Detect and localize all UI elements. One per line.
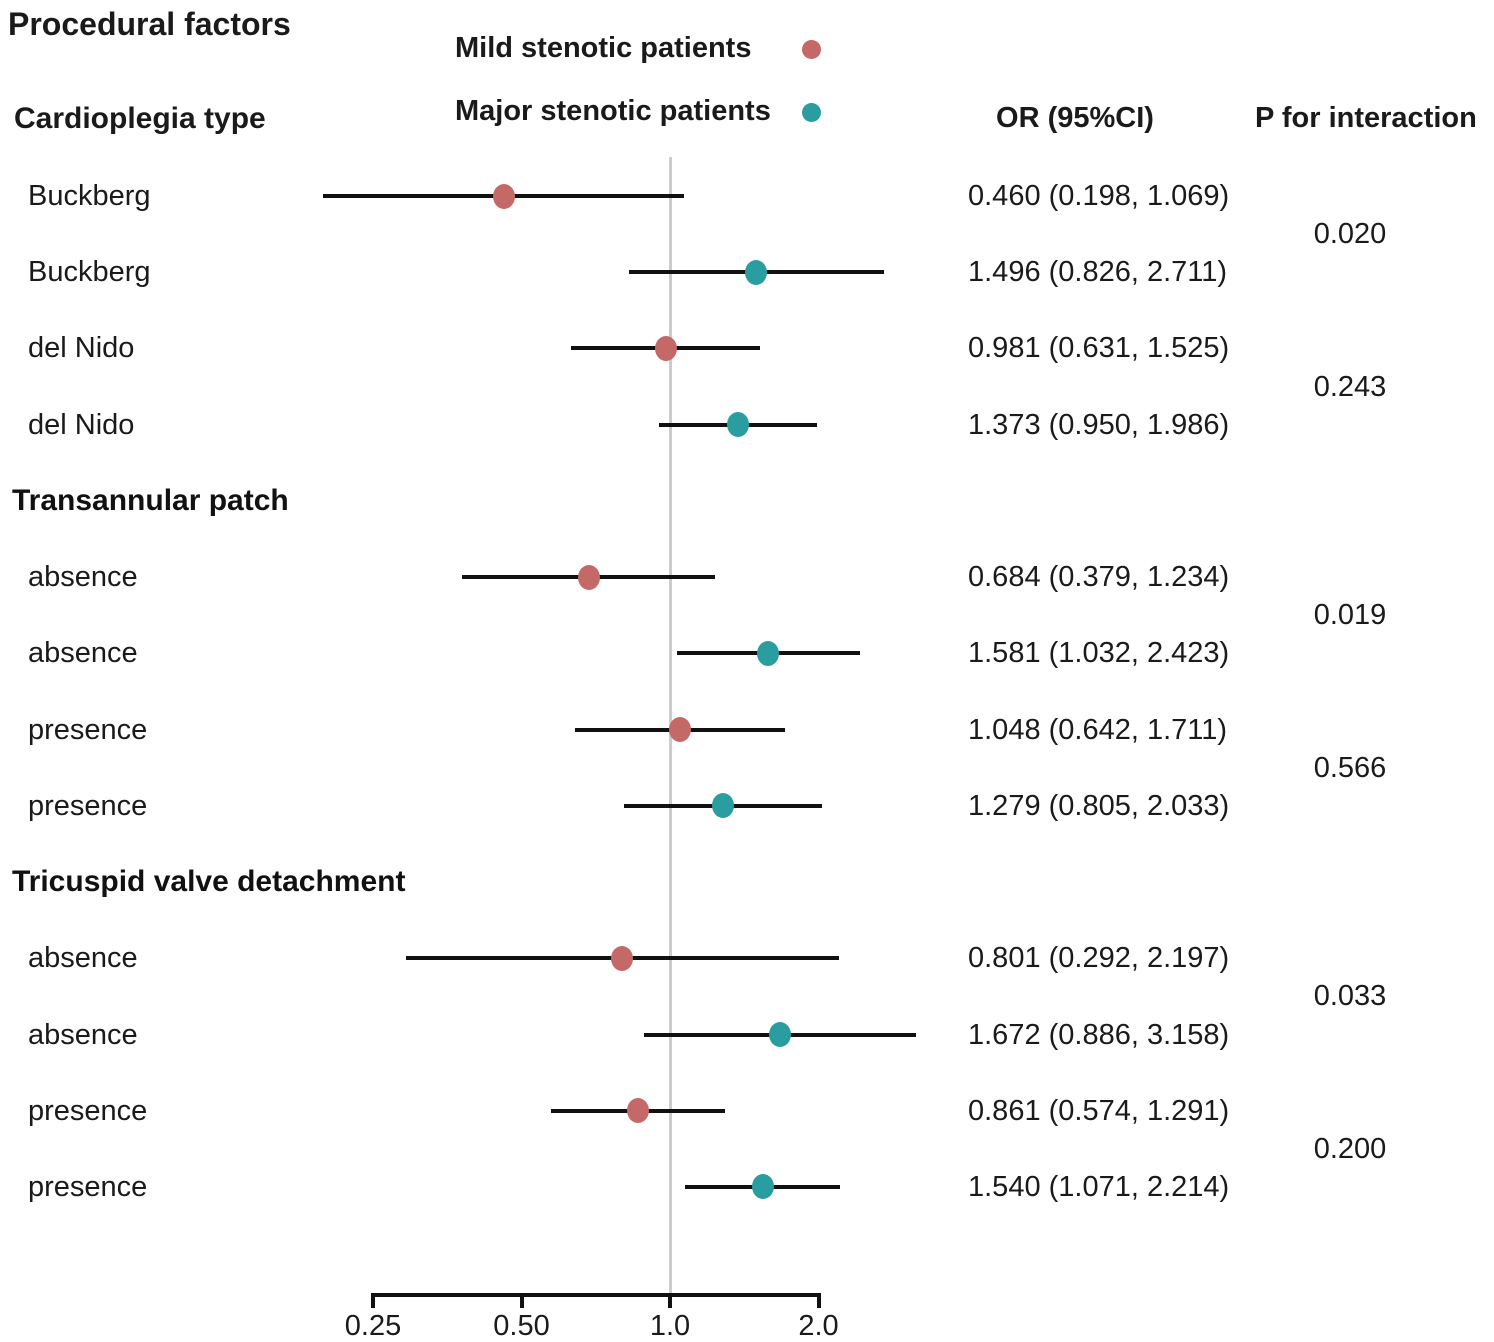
p-interaction-value: 0.243 xyxy=(1313,370,1387,403)
row-label: absence xyxy=(28,1018,138,1051)
or-point-marker xyxy=(492,183,515,209)
or-point-marker xyxy=(751,1174,774,1200)
row-label: absence xyxy=(28,637,138,670)
row-label: presence xyxy=(28,1094,148,1127)
or-point-marker xyxy=(669,717,692,743)
section-header-cardioplegia-type: Cardioplegia type xyxy=(14,102,266,135)
or-value: 1.048 (0.642, 1.711) xyxy=(968,713,1228,746)
or-point-marker xyxy=(577,564,600,590)
axis-tick-label: 0.50 xyxy=(493,1310,550,1342)
or-value: 1.672 (0.886, 3.158) xyxy=(968,1018,1230,1051)
row-label: Buckberg xyxy=(28,256,151,289)
or-point-marker xyxy=(711,793,734,819)
or-column-header: OR (95%CI) xyxy=(996,102,1154,134)
or-value: 0.801 (0.292, 2.197) xyxy=(968,942,1230,975)
or-point-marker xyxy=(611,945,634,971)
legend-dot-major-icon xyxy=(802,103,821,122)
or-value: 0.861 (0.574, 1.291) xyxy=(968,1094,1230,1127)
or-value: 0.684 (0.379, 1.234) xyxy=(968,561,1230,594)
p-interaction-column-header: P for interaction xyxy=(1255,102,1477,134)
or-point-marker xyxy=(745,259,768,285)
axis-tick-label: 1.0 xyxy=(649,1310,691,1342)
or-point-marker xyxy=(757,640,780,666)
or-point-marker xyxy=(626,1098,649,1124)
row-label: del Nido xyxy=(28,332,135,365)
p-interaction-value: 0.200 xyxy=(1313,1132,1387,1165)
or-point-marker xyxy=(769,1022,792,1048)
row-label: Buckberg xyxy=(28,180,151,212)
axis-tick-mark xyxy=(371,1293,375,1308)
axis-tick-label: 0.25 xyxy=(344,1310,402,1342)
axis-tick-mark xyxy=(519,1293,524,1308)
p-interaction-value: 0.033 xyxy=(1313,980,1387,1013)
axis-tick-mark xyxy=(816,1293,821,1308)
or-point-marker xyxy=(726,412,749,438)
legend-dot-mild-icon xyxy=(802,40,821,59)
or-value: 1.373 (0.950, 1.986) xyxy=(968,408,1230,441)
page-title: Procedural factors xyxy=(8,6,291,42)
axis-tick-mark xyxy=(668,1293,672,1308)
row-label: absence xyxy=(28,561,138,594)
section-header: Tricuspid valve detachment xyxy=(12,865,406,899)
section-header: Transannular patch xyxy=(12,483,289,517)
p-interaction-value: 0.019 xyxy=(1313,599,1387,632)
row-label: presence xyxy=(28,713,148,746)
or-value: 1.496 (0.826, 2.711) xyxy=(968,256,1228,289)
or-value: 1.581 (1.032, 2.423) xyxy=(968,637,1230,670)
or-value: 0.460 (0.198, 1.069) xyxy=(968,180,1230,212)
row-label: absence xyxy=(28,942,138,975)
p-interaction-value: 0.566 xyxy=(1313,751,1387,784)
or-value: 1.540 (1.071, 2.214) xyxy=(968,1170,1230,1203)
row-label: presence xyxy=(28,1170,148,1203)
x-axis-line xyxy=(371,1293,821,1297)
or-point-marker xyxy=(654,335,677,361)
legend-label-major: Major stenotic patients xyxy=(455,95,771,127)
legend-label-mild: Mild stenotic patients xyxy=(455,32,752,64)
or-value: 0.981 (0.631, 1.525) xyxy=(968,332,1230,365)
or-value: 1.279 (0.805, 2.033) xyxy=(968,789,1230,822)
axis-tick-label: 2.0 xyxy=(798,1310,839,1342)
row-label: del Nido xyxy=(28,408,135,441)
row-label: presence xyxy=(28,789,148,822)
p-interaction-value: 0.020 xyxy=(1313,218,1387,251)
